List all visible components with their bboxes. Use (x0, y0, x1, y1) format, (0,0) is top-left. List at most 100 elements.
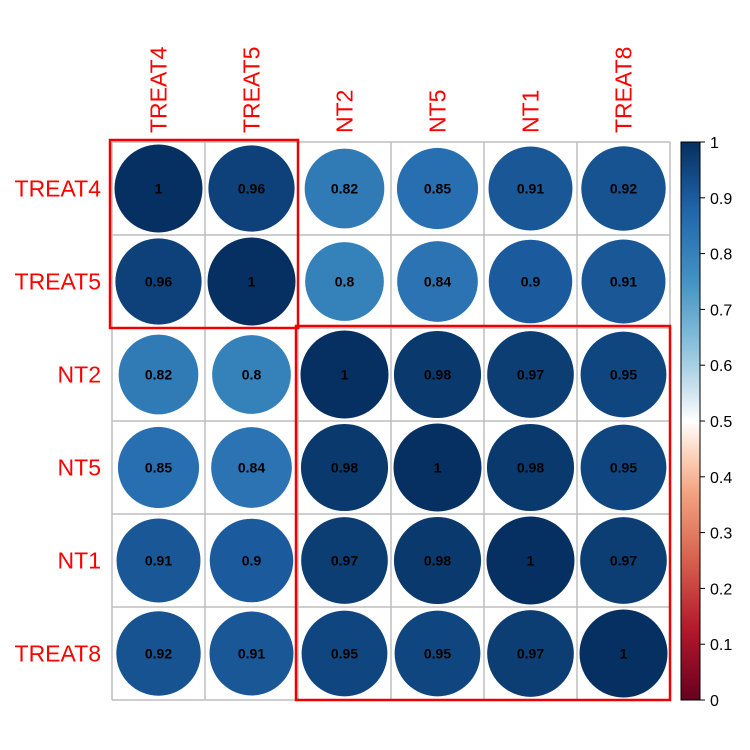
correlation-circle-nt1-nt1 (486, 516, 575, 605)
color-legend: 0 0.1 0.2 0.3 0.4 0.5 0.6 0.7 0.8 0.9 1 (680, 135, 732, 710)
correlation-value-label: 0.82 (331, 181, 358, 197)
correlation-value-label: 0.91 (610, 274, 637, 290)
correlation-circle-nt1-nt2 (301, 517, 388, 604)
cluster-box (294, 324, 672, 702)
correlation-value-label: 0.98 (331, 460, 358, 476)
correlation-circle-nt5-treat4 (117, 426, 200, 509)
correlation-value-label: 0.98 (424, 367, 451, 383)
row-label-nt5: NT5 (58, 455, 101, 481)
column-label-nt5: NT5 (425, 90, 451, 133)
row-label-nt1: NT1 (58, 548, 101, 574)
correlation-value-label: 1 (434, 460, 442, 476)
correlation-value-label: 0.92 (610, 181, 637, 197)
correlation-value-label: 0.91 (517, 181, 544, 197)
row-label-nt2: NT2 (58, 362, 101, 388)
correlation-circle-treat5-treat5 (207, 237, 296, 326)
correlation-circle-nt5-treat5 (211, 427, 292, 508)
correlation-value-label: 0.82 (145, 367, 172, 383)
correlation-circle-nt1-nt5 (393, 516, 482, 605)
correlation-circle-treat4-nt5 (396, 147, 479, 230)
row-label-treat8: TREAT8 (15, 641, 101, 667)
correlation-values: 1 0.96 0.82 0.85 0.91 0.92 0.96 1 0.8 0.84 0.9 0.91… (145, 181, 637, 662)
color-bar-tick-label: 0.2 (710, 581, 732, 598)
correlation-value-label: 1 (527, 553, 535, 569)
correlation-value-label: 1 (248, 274, 256, 290)
correlation-value-label: 0.98 (424, 553, 451, 569)
correlation-value-label: 0.97 (610, 553, 637, 569)
column-label-nt1: NT1 (518, 90, 544, 133)
correlation-circle-treat4-treat5 (208, 145, 295, 232)
color-bar-tick-label: 1 (710, 135, 719, 152)
correlation-value-label: 0.96 (238, 181, 265, 197)
correlation-value-label: 0.98 (517, 460, 544, 476)
correlation-circle-treat5-nt2 (305, 242, 384, 321)
correlation-value-label: 0.84 (238, 460, 265, 476)
correlation-circle-nt5-treat8 (580, 424, 667, 511)
correlation-value-label: 0.96 (145, 274, 172, 290)
correlation-circle-treat8-nt5 (394, 610, 481, 697)
correlation-value-label: 0.84 (424, 274, 451, 290)
correlation-value-label: 0.8 (335, 274, 355, 290)
column-label-nt2: NT2 (332, 90, 358, 133)
correlation-circle-nt1-treat5 (209, 518, 294, 603)
color-bar-tick-label: 0.1 (710, 637, 732, 654)
correlation-circle-treat5-nt1 (488, 239, 573, 324)
row-labels: TREAT4 TREAT5 NT2 NT5 NT1 TREAT8 (15, 176, 102, 667)
correlation-circle-treat4-nt1 (488, 146, 573, 231)
correlation-value-label: 0.85 (424, 181, 451, 197)
correlation-circle-nt1-treat4 (116, 518, 201, 603)
correlation-value-label: 0.97 (517, 646, 544, 662)
correlation-circle-treat5-treat8 (581, 239, 666, 324)
color-bar-tick-label: 0.6 (710, 358, 732, 375)
correlation-circle-nt1-treat8 (580, 517, 667, 604)
correlation-value-label: 1 (620, 646, 628, 662)
correlation-value-label: 0.92 (145, 646, 172, 662)
correlation-circles (114, 144, 668, 698)
correlation-circle-nt2-nt1 (487, 331, 574, 418)
correlation-circle-treat8-nt1 (487, 610, 574, 697)
correlation-value-label: 0.9 (242, 553, 262, 569)
correlation-circle-nt2-nt5 (393, 330, 482, 419)
correlation-circle-treat8-treat8 (579, 609, 668, 698)
correlation-circle-treat4-treat4 (114, 144, 203, 233)
correlation-value-label: 1 (341, 367, 349, 383)
correlation-circle-nt2-nt2 (300, 330, 389, 419)
column-label-treat4: TREAT4 (146, 46, 172, 133)
correlation-value-label: 0.95 (610, 460, 637, 476)
correlation-circle-treat8-treat4 (116, 611, 201, 696)
correlation-value-label: 0.91 (145, 553, 172, 569)
row-label-treat4: TREAT4 (15, 176, 102, 202)
correlation-circle-treat4-nt2 (304, 148, 385, 229)
correlation-circle-nt5-nt2 (300, 423, 389, 512)
correlation-value-label: 0.8 (242, 367, 262, 383)
column-label-treat5: TREAT5 (239, 47, 265, 133)
correlation-circle-treat8-treat5 (209, 611, 294, 696)
correlation-value-label: 1 (155, 181, 163, 197)
correlation-circle-nt2-treat5 (212, 335, 291, 414)
correlation-value-label: 0.95 (424, 646, 451, 662)
color-bar-tick-label: 0.4 (710, 470, 732, 487)
column-labels: TREAT4 TREAT5 NT2 NT5 NT1 TREAT8 (146, 46, 637, 133)
row-label-treat5: TREAT5 (15, 269, 101, 295)
correlation-circle-nt5-nt5 (393, 423, 482, 512)
correlation-circle-nt2-treat8 (580, 331, 667, 418)
correlation-value-label: 0.95 (610, 367, 637, 383)
correlation-value-label: 0.97 (517, 367, 544, 383)
color-bar-tick-label: 0.9 (710, 191, 732, 208)
color-bar-tick-label: 0.5 (710, 414, 732, 431)
correlation-circle-nt5-nt1 (486, 423, 575, 512)
color-bar-tick-label: 0.7 (710, 302, 732, 319)
grid (111, 141, 671, 701)
cluster-box (108, 138, 300, 330)
correlation-value-label: 0.85 (145, 460, 172, 476)
correlation-circle-nt2-treat4 (118, 334, 199, 415)
color-bar-tick-label: 0 (710, 693, 719, 710)
correlation-value-label: 0.91 (238, 646, 265, 662)
correlation-circle-treat8-nt2 (301, 610, 388, 697)
correlation-circle-treat4-treat8 (581, 146, 666, 231)
correlation-circle-treat5-nt5 (397, 241, 478, 322)
column-label-treat8: TREAT8 (611, 47, 637, 133)
correlation-value-label: 0.97 (331, 553, 358, 569)
color-bar-tick-label: 0.8 (710, 247, 732, 264)
